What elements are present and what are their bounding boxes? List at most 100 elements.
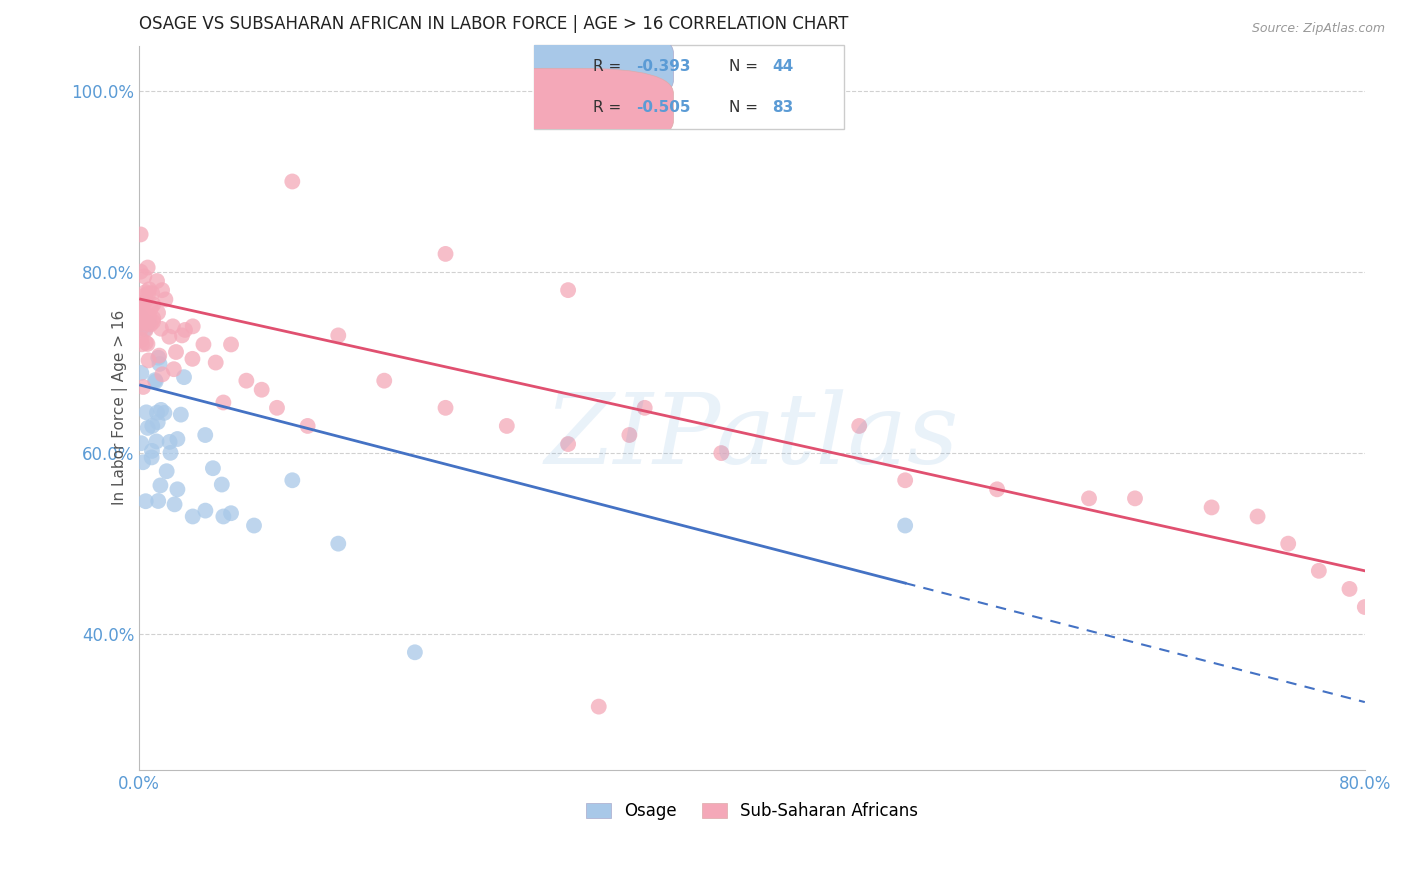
Text: R =: R =: [593, 100, 621, 115]
FancyBboxPatch shape: [451, 69, 673, 146]
Point: [138, 282, 160, 296]
Point: [135, 405, 157, 419]
Point: [141, 450, 163, 465]
Point: [143, 373, 166, 387]
Point: [129, 306, 152, 320]
Point: [132, 311, 155, 326]
Point: [165, 345, 187, 359]
Point: [134, 269, 156, 284]
Point: [148, 349, 170, 363]
Point: [174, 323, 197, 337]
Point: [134, 288, 156, 302]
Text: 44: 44: [772, 59, 794, 74]
Point: [1201, 500, 1223, 515]
Point: [146, 306, 169, 320]
Point: [135, 323, 157, 337]
FancyBboxPatch shape: [534, 45, 844, 129]
Point: [142, 315, 165, 329]
Point: [145, 375, 167, 389]
Point: [149, 478, 172, 492]
Point: [129, 227, 152, 242]
Point: [139, 318, 162, 332]
Point: [150, 368, 173, 382]
Point: [986, 483, 1008, 497]
Point: [204, 355, 226, 369]
Text: -0.505: -0.505: [637, 100, 690, 115]
Text: OSAGE VS SUBSAHARAN AFRICAN IN LABOR FORCE | AGE > 16 CORRELATION CHART: OSAGE VS SUBSAHARAN AFRICAN IN LABOR FOR…: [139, 15, 848, 33]
Point: [404, 645, 426, 659]
Point: [141, 419, 163, 434]
Point: [138, 309, 160, 323]
Point: [148, 494, 170, 508]
Point: [145, 434, 167, 449]
Point: [142, 311, 165, 326]
Point: [148, 351, 170, 365]
Point: [894, 473, 917, 487]
Point: [131, 337, 153, 351]
Point: [141, 286, 163, 301]
Point: [135, 335, 157, 350]
Point: [129, 316, 152, 330]
Point: [129, 333, 152, 347]
Point: [159, 434, 181, 449]
Point: [170, 408, 193, 422]
Point: [181, 509, 204, 524]
Point: [129, 366, 152, 380]
Point: [557, 437, 579, 451]
Point: [132, 304, 155, 318]
Point: [894, 518, 917, 533]
Point: [557, 283, 579, 297]
Point: [136, 421, 159, 435]
Point: [243, 518, 266, 533]
Point: [1078, 491, 1101, 506]
Point: [495, 419, 517, 434]
Point: [132, 455, 155, 469]
Text: -0.393: -0.393: [637, 59, 690, 74]
Point: [163, 497, 186, 511]
Point: [1308, 564, 1330, 578]
Point: [297, 419, 319, 434]
Point: [135, 494, 157, 508]
Point: [181, 351, 204, 366]
Point: [157, 329, 180, 343]
Point: [634, 401, 657, 415]
Point: [136, 316, 159, 330]
Point: [1277, 536, 1299, 550]
Point: [266, 401, 288, 415]
Point: [129, 436, 152, 450]
Point: [194, 428, 217, 442]
Point: [139, 301, 162, 316]
Point: [201, 461, 224, 475]
Point: [138, 353, 160, 368]
Point: [135, 285, 157, 299]
Point: [129, 321, 152, 335]
Point: [281, 174, 304, 188]
Text: N =: N =: [730, 59, 758, 74]
Point: [1385, 645, 1406, 659]
Point: [146, 406, 169, 420]
Point: [710, 446, 733, 460]
Point: [159, 446, 181, 460]
Point: [129, 311, 152, 326]
Point: [194, 503, 217, 517]
Point: [136, 260, 159, 275]
Point: [129, 301, 152, 315]
Point: [146, 274, 169, 288]
Point: [131, 296, 153, 310]
Text: R =: R =: [593, 59, 621, 74]
Point: [129, 309, 152, 323]
Point: [235, 374, 257, 388]
Point: [328, 328, 350, 343]
Text: Source: ZipAtlas.com: Source: ZipAtlas.com: [1251, 22, 1385, 36]
Point: [148, 357, 170, 371]
Point: [211, 477, 233, 491]
Point: [146, 415, 169, 429]
Point: [149, 322, 172, 336]
Point: [150, 403, 173, 417]
Point: [434, 401, 457, 415]
FancyBboxPatch shape: [451, 28, 673, 105]
Point: [281, 473, 304, 487]
Point: [588, 699, 610, 714]
Point: [181, 319, 204, 334]
Point: [373, 374, 395, 388]
